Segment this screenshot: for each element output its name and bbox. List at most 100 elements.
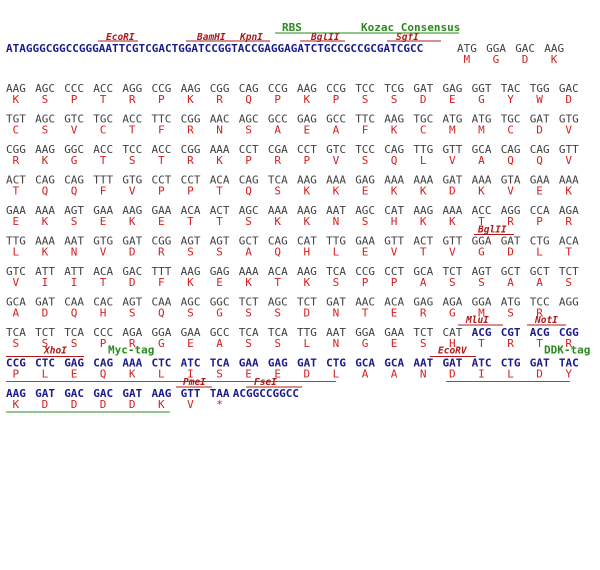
codon: GCA [472, 143, 492, 156]
amino-acid: P [13, 368, 20, 381]
amino-acid: G [478, 93, 485, 106]
amino-acid: K [478, 185, 485, 198]
codon: ACT [210, 204, 230, 217]
amino-acid: M [449, 124, 456, 137]
amino-acid: K [391, 185, 398, 198]
codon: ACC [93, 143, 113, 156]
amino-acid: D [565, 93, 572, 106]
amino-acid: D [71, 398, 78, 411]
amino-acid: K [187, 276, 194, 289]
codon: GAT [530, 357, 550, 370]
amino-acid: Q [536, 154, 543, 167]
amino-acid: P [274, 93, 281, 106]
codon: AAT [326, 204, 346, 217]
amino-acid: Q [71, 185, 78, 198]
amino-acid: S [478, 276, 485, 289]
amino-acid: S [187, 246, 194, 259]
codon: GGC [64, 143, 84, 156]
codon: TTC [152, 113, 172, 126]
codon: GTG [93, 235, 113, 248]
codon: GCA [355, 357, 375, 370]
codon: CCC [93, 326, 113, 339]
codon: TAC [501, 82, 521, 95]
codon: GAT [122, 235, 142, 248]
codon: GAA [152, 204, 172, 217]
codon: CAG [93, 357, 113, 370]
codon: ACT [6, 174, 26, 187]
amino-acid: A [13, 307, 20, 320]
amino-acid: N [333, 215, 340, 228]
amino-acid: V [333, 154, 340, 167]
amino-acid: T [187, 215, 194, 228]
codon: CCC [64, 82, 84, 95]
codon: AAA [472, 174, 492, 187]
enzyme-label: BglII [477, 225, 507, 236]
codon: AAA [384, 174, 404, 187]
codon: TCT [239, 296, 259, 309]
amino-acid: R [507, 215, 514, 228]
codon: TCG [384, 82, 404, 95]
feature-label-rbs: RBS [282, 21, 302, 34]
codon: GAT [501, 235, 521, 248]
amino-acid: P [333, 93, 340, 106]
amino-acid: K [13, 93, 20, 106]
feature-label-kozac: Kozac Consensus [361, 21, 460, 34]
codon: ATG [443, 113, 463, 126]
codon: TGC [93, 113, 113, 126]
amino-acid: F [100, 185, 107, 198]
codon: AAG [297, 82, 317, 95]
amino-acid: L [333, 368, 340, 381]
enzyme-label: FseI [254, 377, 277, 388]
amino-acid: A [420, 276, 427, 289]
codon: GGA [486, 42, 506, 55]
amino-acid: E [362, 246, 369, 259]
codon: GAC [64, 387, 84, 400]
amino-acid: K [216, 154, 223, 167]
codon: CGG [152, 235, 172, 248]
amino-acid: V [391, 246, 398, 259]
codon: AAA [559, 174, 579, 187]
amino-acid: K [551, 53, 558, 66]
amino-acid: G [216, 307, 223, 320]
amino-acid: R [129, 93, 136, 106]
codon: GAG [413, 296, 433, 309]
codon: CCT [152, 174, 172, 187]
codon: GGT [472, 82, 492, 95]
codon: GCA [413, 265, 433, 278]
codon: CAG [501, 143, 521, 156]
enzyme-label: KpnI [239, 32, 263, 43]
amino-acid: M [464, 53, 471, 66]
amino-acid: I [478, 368, 485, 381]
amino-acid: T [478, 215, 485, 228]
amino-acid: F [158, 276, 165, 289]
amino-acid: E [449, 93, 456, 106]
codon: CTC [35, 357, 55, 370]
amino-acid: V [449, 246, 456, 259]
codon: AAG [6, 387, 26, 400]
codon: ATG [501, 296, 521, 309]
codon: CTG [501, 357, 521, 370]
codon: CGG [559, 326, 579, 339]
codon: GAT [326, 296, 346, 309]
codon: GAG [443, 82, 463, 95]
amino-acid: D [420, 93, 427, 106]
amino-acid: D [42, 398, 49, 411]
codon: GAT [35, 296, 55, 309]
codon: AAG [181, 82, 201, 95]
amino-acid: T [420, 246, 427, 259]
amino-acid: S [187, 307, 194, 320]
codon: ATG [472, 113, 492, 126]
amino-acid: N [420, 368, 427, 381]
amino-acid: T [13, 185, 20, 198]
codon: ACC [472, 204, 492, 217]
amino-acid: D [42, 307, 49, 320]
amino-acid: T [158, 154, 165, 167]
codon: GTC [326, 143, 346, 156]
codon: TCC [530, 296, 550, 309]
codon: GTT [559, 143, 579, 156]
amino-acid: K [274, 215, 281, 228]
codon: CAG [384, 143, 404, 156]
feature-label-ddk: DDK-tag [544, 344, 590, 357]
amino-acid: C [420, 124, 427, 137]
